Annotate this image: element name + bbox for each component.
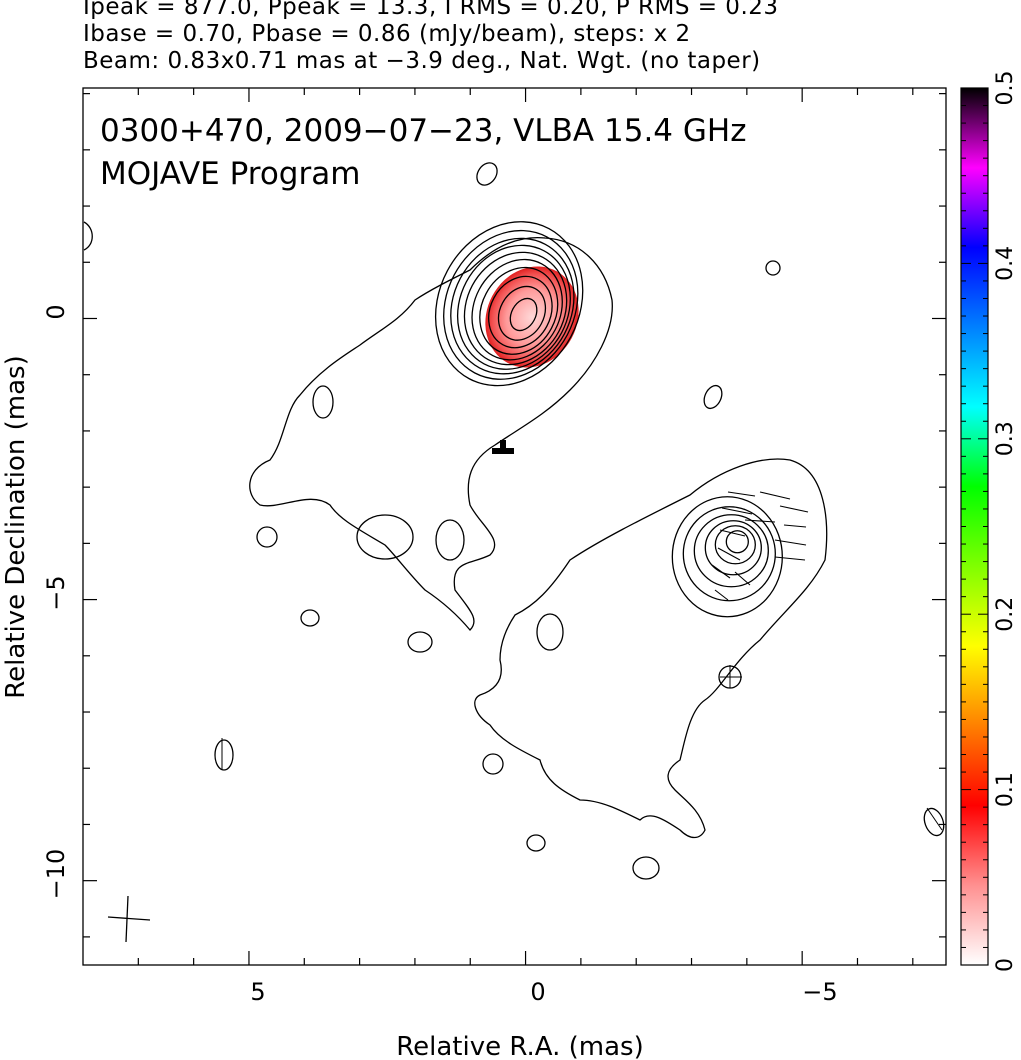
island-contour	[407, 631, 433, 653]
colorbar-tick-label: 0.3	[993, 421, 1018, 456]
island-contour	[356, 514, 414, 560]
jet-outer-contour	[474, 458, 828, 839]
x-tick-label: 5	[250, 978, 265, 1006]
island-contour	[703, 384, 723, 410]
tick-labels: 5 0 −5 0 −5 −10	[42, 304, 838, 1006]
colorbar-tick-label: 0	[993, 958, 1018, 972]
edge-contour	[83, 221, 93, 251]
island-contour	[632, 856, 660, 880]
island-contour	[526, 834, 546, 852]
knot-contour	[725, 530, 749, 554]
knot-contour	[682, 506, 776, 602]
header-line-2: Ibase = 0.70, Pbase = 0.86 (mJy/beam), s…	[83, 21, 691, 47]
core-contour	[450, 237, 575, 375]
knot-contour	[704, 520, 762, 576]
small-markers	[221, 665, 943, 831]
plot-frame	[82, 87, 947, 966]
colorbar-tick-label: 0.2	[993, 597, 1018, 632]
chart-subtitle: MOJAVE Program	[100, 156, 360, 192]
island-contour	[214, 739, 234, 771]
island-contour	[256, 526, 278, 548]
knot-contour	[693, 514, 769, 588]
island-contour	[312, 385, 334, 419]
core-polarization-fill	[485, 266, 579, 368]
core-contour	[456, 244, 571, 370]
x-tick-label: −5	[802, 978, 837, 1006]
y-tick-label: −10	[42, 849, 70, 900]
island-contour	[435, 519, 465, 561]
x-axis-label: Relative R.A. (mas)	[396, 1032, 643, 1060]
contour-group	[83, 162, 945, 880]
knot-contours	[671, 496, 783, 618]
island-contour	[536, 613, 564, 651]
core-contour	[509, 297, 538, 332]
knot-contour	[671, 496, 783, 618]
chart-title: 0300+470, 2009−07−23, VLBA 15.4 GHz	[100, 113, 746, 149]
y-tick-label: 0	[42, 304, 70, 319]
polarization-vectors	[711, 491, 809, 601]
colorbar-tick-label: 0.4	[993, 246, 1018, 281]
y-axis-label: Relative Declination (mas)	[1, 355, 31, 698]
colorbar-labels: 0 0.1 0.2 0.3 0.4 0.5	[993, 71, 1018, 973]
core-contour	[488, 275, 553, 349]
core-contour	[479, 266, 559, 355]
island-contour	[476, 162, 498, 186]
core-contours	[434, 221, 584, 387]
core-contour	[463, 251, 568, 366]
header-line-3: Beam: 0.83x0.71 mas at −3.9 deg., Nat. W…	[83, 48, 761, 74]
header-line-1: Ipeak = 877.0, Ppeak = 13.3, I RMS = 0.2…	[83, 0, 779, 20]
colorbar-ticks	[961, 87, 988, 966]
marker-cross	[492, 440, 514, 454]
outer-contour	[249, 236, 613, 631]
island-contour	[482, 753, 504, 775]
y-tick-label: −5	[42, 575, 70, 610]
core-contour	[471, 258, 563, 361]
core-contour	[497, 285, 547, 341]
colorbar-tick-label: 0.1	[993, 772, 1018, 807]
island-contour	[923, 807, 945, 837]
x-tick-label: 0	[530, 978, 545, 1006]
colorbar-tick-label: 0.5	[993, 71, 1018, 106]
core-contour	[434, 221, 584, 387]
axis-ticks	[83, 88, 946, 965]
core-contour	[443, 229, 579, 380]
island-contour	[765, 260, 781, 276]
beam-cross	[107, 895, 151, 943]
island-contour	[300, 609, 320, 627]
knot-contour	[714, 525, 756, 565]
